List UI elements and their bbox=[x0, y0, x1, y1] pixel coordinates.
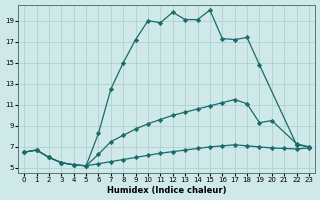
X-axis label: Humidex (Indice chaleur): Humidex (Indice chaleur) bbox=[107, 186, 226, 195]
